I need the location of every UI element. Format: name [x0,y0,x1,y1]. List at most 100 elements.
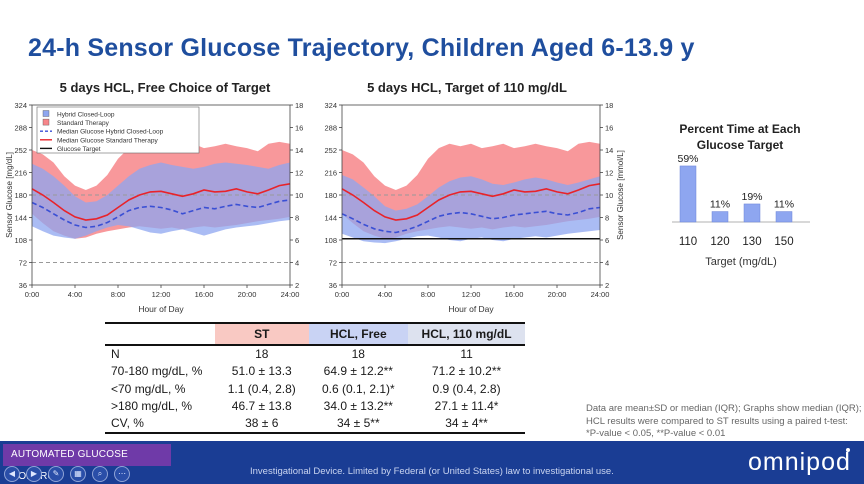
x-tick-label: 4:00 [378,290,393,299]
grid-icon: ▦ [74,469,82,478]
bar-150 [775,211,793,223]
legend-swatch-hybrid-closed-loop [42,110,50,117]
y2-tick-label: 12 [295,169,303,178]
table-cell: 70-180 mg/dL, % [111,364,203,379]
y2-tick-label: 16 [605,124,613,133]
x-tick-label: 24:00 [281,290,300,299]
x-tick-label: 4:00 [68,290,83,299]
x-tick-label: 12:00 [462,290,481,299]
iqr-band-hybrid-closed-loop [32,162,290,239]
table-cell: 71.2 ± 10.2** [431,364,502,379]
table-header-row: ST HCL, Free HCL, 110 mg/dL [105,322,525,346]
x-tick-label: 16:00 [195,290,214,299]
footnote-line: *P-value < 0.05, **P-value < 0.01 [586,428,726,439]
bar-value-label: 11% [710,199,730,211]
y2-tick-label: 18 [605,101,613,110]
table-row: 70-180 mg/dL, % 51.0 ± 13.3 64.9 ± 12.2*… [105,363,525,381]
y-tick-label: 72 [19,259,27,268]
slideshow-controls: ◀ ▶ ✎ ▦ ⌕ ⋯ [4,466,130,482]
y2-tick-label: 10 [605,191,613,200]
x-tick-label: 20:00 [238,290,257,299]
bar-category-label: 130 [742,236,761,248]
median-line-median-glucose-hybrid-closed-loop [341,206,601,234]
y2-tick-label: 16 [295,124,303,133]
bar-110 [679,165,697,223]
y-tick-label: 180 [14,191,27,200]
glucose-trajectory-chart-target-110: 36 72 108 144 180 216 252 288 324 2 4 6 8 10 12 14 16 18 0… [324,101,625,314]
legend-label-hybrid-closed-loop: Hybrid Closed-Loop [57,112,115,119]
x-tick-label: 16:00 [505,290,524,299]
y2-tick-label: 14 [295,146,303,155]
median-line-median-glucose-standard-therapy [31,183,291,221]
footer-badge: AUTOMATED GLUCOSE CONTROL [3,444,171,482]
bar-value-label: 11% [774,199,794,211]
table-cell: 27.1 ± 11.4* [434,399,499,414]
bar-chart-title: Percent Time at Each Glucose Target [679,122,801,152]
legend-swatch-standard-therapy [42,118,50,126]
legend-box [36,106,200,154]
slides-grid-button[interactable]: ▦ [70,466,86,482]
y2-tick-label: 4 [605,259,609,268]
y-tick-label: 108 [14,236,27,245]
legend-label-median-glucose-hybrid-closed-loop: Median Glucose Hybrid Closed-Loop [57,129,164,136]
legend-label-glucose-target: Glucose Target [57,146,101,153]
table-cell: 0.6 (0.1, 2.1)* [321,381,395,396]
y-tick-label: 216 [14,169,27,178]
x-tick-label: 24:00 [591,290,610,299]
bar-value-label: 19% [741,191,762,203]
y-tick-label: 252 [324,146,337,155]
table-cell: CV, % [105,415,215,434]
footnote-line: HCL results were compared to ST results … [586,415,848,427]
y2-tick-label: 18 [295,101,303,110]
pen-tool-button[interactable]: ✎ [48,466,64,482]
footer-disclaimer: Investigational Device. Limited by Feder… [250,466,614,477]
chart-1-title: 5 days HCL, Free Choice of Target [59,80,271,95]
slide-title: 24-h Sensor Glucose Trajectory, Children… [28,34,695,62]
ellipsis-icon: ⋯ [118,469,126,478]
bar-130 [743,203,761,223]
y-tick-label: 36 [19,281,27,290]
next-slide-button[interactable]: ▶ [26,466,42,482]
y-tick-label: 144 [14,214,27,223]
y2-tick-label: 8 [295,214,299,223]
table-row: <70 mg/dL, % 1.1 (0.4, 2.8) 0.6 (0.1, 2.… [105,380,525,398]
y2-tick-label: 4 [295,259,299,268]
table-row: CV, % 38 ± 6 34 ± 5** 34 ± 4** [105,415,525,434]
chart-2-title: 5 days HCL, Target of 110 mg/dL [367,80,567,95]
prev-slide-button[interactable]: ◀ [4,466,20,482]
y2-tick-label: 6 [295,236,299,245]
y2-tick-label: 2 [605,281,609,290]
zoom-button[interactable]: ⌕ [92,466,108,482]
median-line-median-glucose-hybrid-closed-loop [31,199,291,229]
footnote-line: Data are mean±SD or median (IQR); Graphs… [586,403,862,414]
y2-tick-label: 6 [605,236,609,245]
x-tick-label: 8:00 [421,290,436,299]
y-tick-label: 324 [14,101,27,110]
y-tick-label: 288 [14,124,27,133]
x-tick-label: 0:00 [335,290,350,299]
table-header-st: ST [215,322,309,346]
median-line-median-glucose-standard-therapy [341,183,601,221]
table-cell: 38 ± 6 [215,415,309,434]
table-cell: N [111,347,120,362]
y-tick-label: 216 [324,169,337,178]
bar-x-axis-label: Target (mg/dL) [705,256,777,268]
y-tick-label: 288 [324,124,337,133]
footnote: Data are mean±SD or median (IQR); Graphs… [586,403,862,441]
y-tick-label: 72 [329,259,337,268]
table-cell: 11 [460,347,473,362]
y2-tick-label: 2 [295,281,299,290]
x-tick-label: 20:00 [548,290,567,299]
more-options-button[interactable]: ⋯ [114,466,130,482]
y2-tick-label: 10 [295,191,303,200]
table-cell: 64.9 ± 12.2** [323,364,393,379]
y2-tick-label: 12 [605,169,613,178]
y-tick-label: 108 [324,236,337,245]
chevron-left-icon: ◀ [8,469,16,478]
table-cell: >180 mg/dL, % [111,399,193,414]
table-row: N 18 18 11 [105,345,525,363]
bar-120 [711,211,729,223]
table-cell: 34 ± 4** [408,415,525,434]
bar-category-label: 120 [710,236,729,248]
glucose-trajectory-chart-free-target: 36 72 108 144 180 216 252 288 324 2 4 6 8 10 12 14 16 18 0… [5,101,303,314]
